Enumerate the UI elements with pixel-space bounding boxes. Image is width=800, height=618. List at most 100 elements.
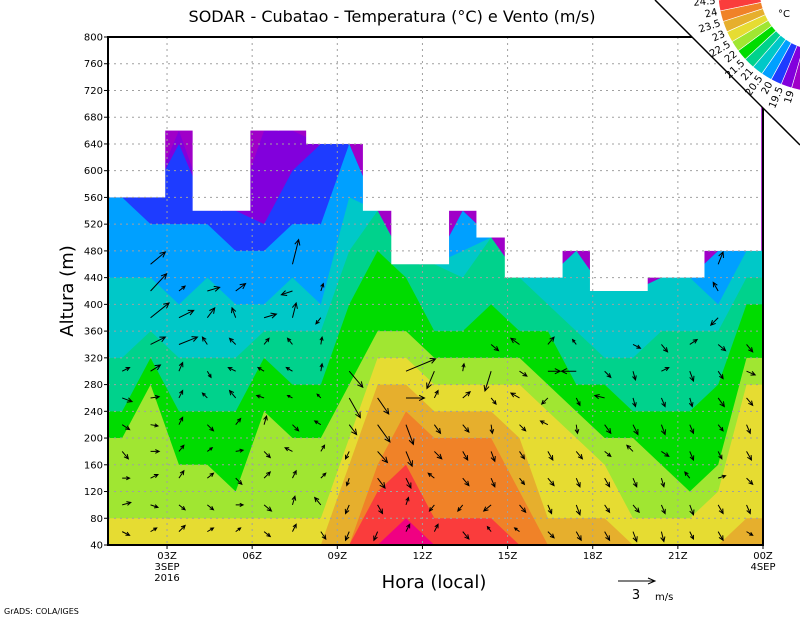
- y-tick-label: 280: [84, 380, 103, 391]
- wind-vector: [689, 451, 695, 462]
- wind-vector: [575, 397, 581, 407]
- wind-vector: [426, 371, 435, 390]
- no-data-region: [192, 37, 223, 211]
- wind-vector: [746, 370, 757, 376]
- no-data-region: [362, 37, 393, 211]
- reference-unit: m/s: [655, 592, 673, 603]
- y-tick-label: 600: [84, 166, 103, 177]
- reference-arrow-head: [647, 577, 657, 585]
- wind-vector: [256, 366, 265, 372]
- wind-vector: [632, 477, 638, 488]
- wind-vector: [344, 531, 350, 542]
- wind-vector: [433, 523, 439, 532]
- wind-vector: [319, 335, 324, 345]
- wind-vector: [178, 504, 187, 511]
- no-data-region: [448, 37, 478, 211]
- wind-vector: [316, 393, 322, 399]
- x-tick-date: 4SEP: [750, 562, 775, 573]
- wind-vector: [291, 238, 301, 265]
- y-tick-label: 480: [84, 246, 103, 257]
- wind-vector: [263, 414, 268, 425]
- y-axis-ticks: 40 80 120 160 200 240 280 320 360 400 440 480 520 560…: [84, 33, 108, 552]
- wind-vector: [405, 424, 415, 446]
- no-data-region: [249, 37, 279, 131]
- wind-vector: [717, 370, 724, 380]
- y-tick-label: 400: [84, 300, 103, 311]
- y-tick-label: 760: [84, 59, 103, 70]
- grads-credit: GrADS: COLA/IGES: [4, 607, 79, 616]
- wind-vector: [660, 397, 666, 408]
- wind-vector: [486, 525, 492, 532]
- y-tick-label: 80: [90, 514, 103, 525]
- wind-vector: [539, 420, 549, 426]
- wind-vector: [280, 290, 293, 296]
- wind-vector: [519, 451, 526, 460]
- wind-vector: [206, 424, 215, 432]
- wind-vector: [513, 527, 520, 533]
- wind-vector: [519, 504, 527, 514]
- wind-vector: [560, 368, 577, 375]
- wind-vector: [461, 362, 466, 372]
- wind-vector: [632, 371, 637, 381]
- wind-vector: [150, 302, 170, 319]
- wind-vector: [433, 424, 442, 435]
- no-data-region: [589, 37, 620, 291]
- wind-vector: [746, 424, 751, 435]
- wind-vector: [717, 250, 725, 265]
- wind-vector: [547, 477, 555, 487]
- x-tick-label: 03Z: [157, 551, 177, 562]
- wind-vector: [746, 397, 754, 407]
- y-tick-label: 680: [84, 113, 103, 124]
- wind-vector: [150, 473, 159, 479]
- wind-vector: [462, 477, 470, 487]
- wind-vector: [660, 478, 666, 488]
- wind-vector: [575, 477, 581, 488]
- wind-vector: [345, 451, 350, 460]
- wind-vector: [519, 477, 526, 486]
- wind-vector: [121, 424, 131, 431]
- wind-vector: [178, 469, 185, 479]
- gridlines: [108, 37, 763, 545]
- wind-vector: [405, 451, 413, 468]
- wind-vector: [709, 317, 719, 326]
- wind-vector: [593, 393, 605, 400]
- wind-vector: [509, 392, 520, 399]
- wind-vector: [291, 495, 297, 506]
- no-data-region: [504, 37, 535, 278]
- no-data-region: [675, 37, 705, 278]
- y-tick-label: 440: [84, 273, 103, 284]
- wind-vector: [263, 451, 272, 459]
- wind-vector: [661, 366, 670, 372]
- wind-vector: [201, 336, 208, 345]
- wind-vector: [201, 392, 208, 399]
- y-tick-label: 520: [84, 220, 103, 231]
- wind-vector: [604, 451, 612, 458]
- wind-vector: [320, 282, 325, 292]
- wind-vector: [575, 504, 581, 516]
- legend-level-label: 24: [704, 7, 719, 20]
- wind-vector: [689, 338, 699, 345]
- wind-vector: [604, 477, 611, 488]
- wind-vector: [320, 444, 326, 452]
- wind-vector: [231, 306, 237, 318]
- wind-vector: [660, 531, 666, 543]
- wind-vector: [227, 366, 236, 372]
- chart-title: SODAR - Cubatao - Temperatura (°C) e Ven…: [189, 7, 596, 26]
- wind-vector: [571, 338, 577, 345]
- legend-level-label: 24.5: [693, 0, 716, 9]
- wind-vector: [348, 397, 361, 419]
- wind-vector: [490, 451, 496, 463]
- no-data-region: [533, 37, 563, 278]
- wind-vector: [457, 504, 464, 512]
- wind-vector: [320, 531, 327, 540]
- wind-vector: [348, 370, 364, 389]
- wind-vector: [263, 337, 270, 345]
- wind-vector: [255, 394, 265, 399]
- x-tick-label: 09Z: [328, 551, 348, 562]
- legend-unit: °C: [778, 9, 790, 20]
- wind-vector: [434, 451, 443, 460]
- wind-vector: [178, 524, 186, 532]
- wind-vector: [263, 471, 272, 479]
- wind-vector: [178, 416, 184, 425]
- wind-vector: [405, 477, 412, 490]
